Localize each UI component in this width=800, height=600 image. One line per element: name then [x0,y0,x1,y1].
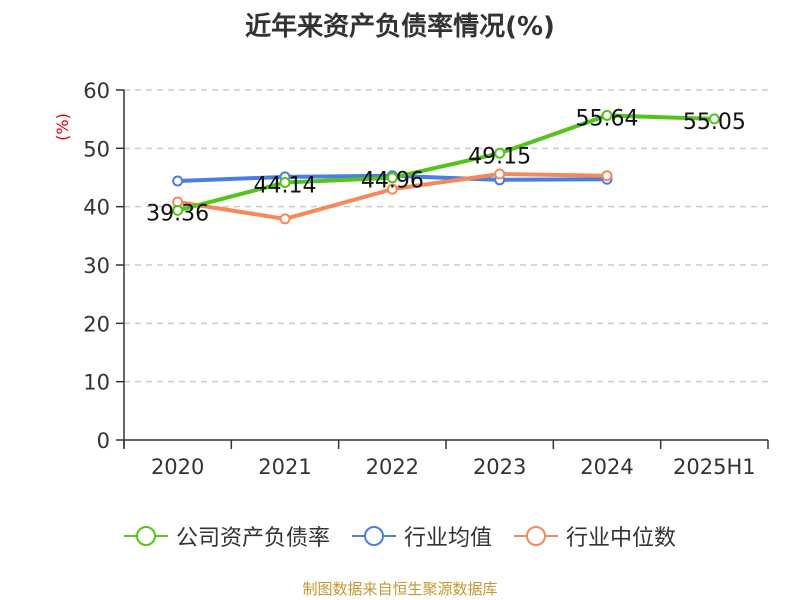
data-label: 44.14 [254,174,317,199]
data-point-marker [279,177,291,189]
legend-line-circle-icon [123,526,168,546]
legend: 公司资产负债率 行业均值 行业中位数 [0,520,800,552]
legend-item[interactable]: 行业中位数 [514,520,676,552]
data-point-marker [494,168,506,180]
data-point-marker [279,213,291,225]
y-tick-label: 30 [83,254,110,278]
legend-item[interactable]: 公司资产负债率 [123,520,330,552]
data-point-marker [494,147,506,159]
chart-title: 近年来资产负债率情况(%) [245,12,555,42]
legend-label: 公司资产负债率 [175,526,330,551]
data-label: 44.96 [361,169,424,194]
axes: 0 10 20 30 40 50 60 2020 2021 2022 2023 2024 2025H1 [83,79,769,479]
data-point-marker [386,172,398,184]
data-point-marker [386,183,398,195]
y-axis-unit-label: (%) [53,113,72,141]
grid-lines [124,89,768,383]
x-tick-label: 2022 [366,455,419,479]
y-tick-label: 20 [83,312,110,336]
series-lines [172,109,720,225]
y-tick-label: 10 [83,371,110,395]
series-line [177,113,715,213]
data-point-marker [172,204,184,216]
data-label: 49.15 [468,144,531,169]
x-tick-label: 2020 [151,455,204,479]
x-tick-label: 2024 [580,455,633,479]
y-tick-label: 40 [83,196,110,220]
data-point-marker [708,113,720,125]
legend-line-circle-icon [351,526,396,546]
x-tick-label: 2025H1 [673,455,756,479]
data-label: 55.05 [683,110,746,135]
data-point-marker [172,175,184,187]
data-source-note: 制图数据来自恒生聚源数据库 [302,580,498,598]
y-tick-label: 0 [97,429,110,453]
x-tick-label: 2021 [258,455,311,479]
data-label: 39.36 [146,201,209,226]
data-point-marker [601,109,613,121]
data-point-marker [601,170,613,182]
data-label: 55.64 [576,106,639,131]
x-tick-label: 2023 [473,455,526,479]
data-labels: 39.36 44.14 44.96 49.15 55.64 55.05 [146,106,746,226]
legend-line-circle-icon [514,526,558,546]
y-tick-label: 60 [83,79,110,103]
legend-label: 行业中位数 [566,526,677,551]
y-tick-label: 50 [83,137,110,161]
legend-item[interactable]: 行业均值 [351,520,492,552]
legend-label: 行业均值 [403,526,492,551]
